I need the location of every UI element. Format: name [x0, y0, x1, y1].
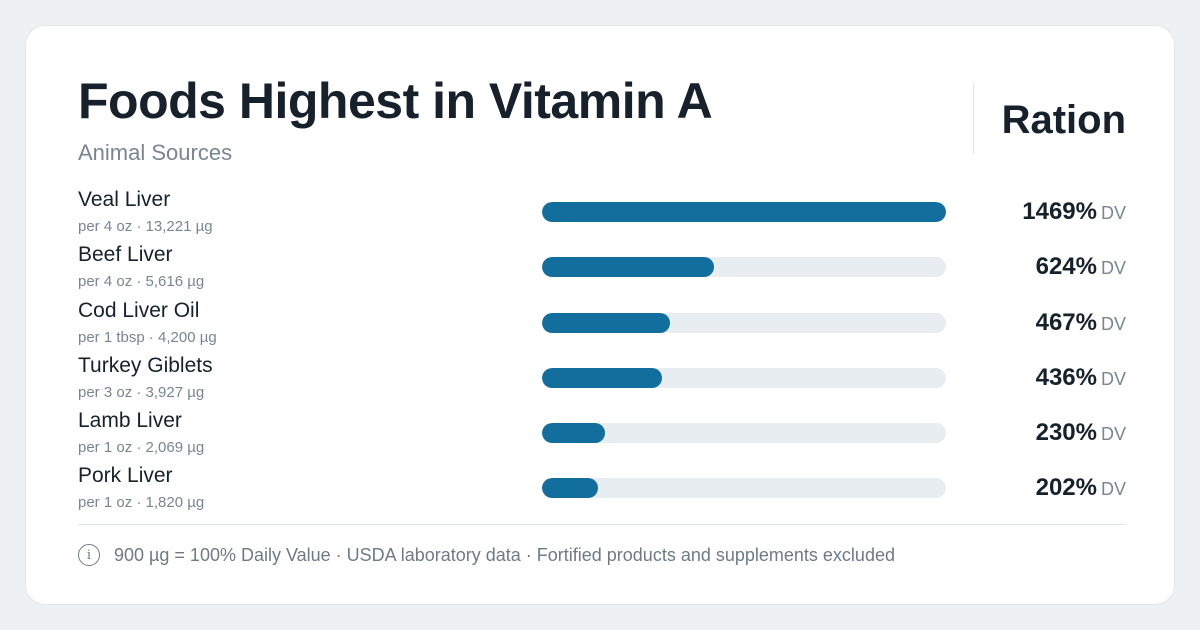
bar	[542, 312, 671, 333]
value-percent: 624%	[1035, 253, 1097, 281]
value-unit: DV	[1100, 258, 1126, 279]
bar	[542, 257, 714, 278]
value-unit: DV	[1100, 313, 1126, 334]
bar-track	[542, 257, 946, 278]
footnote: 900 µg = 100% Daily Value · USDA laborat…	[114, 544, 895, 565]
bar-row: Turkey Giblets per 3 oz · 3,927 µg 436% DV	[78, 350, 1126, 405]
category-label: Veal Liver	[78, 188, 171, 211]
value-unit: DV	[1100, 203, 1126, 223]
bar-row: Cod Liver Oil per 1 tbsp · 4,200 µg 467% DV	[78, 295, 1126, 350]
value-percent: 1469%	[1022, 198, 1097, 225]
value-unit: DV	[1100, 479, 1126, 500]
data-label: 436% DV	[1036, 364, 1126, 392]
value-percent: 467%	[1035, 308, 1097, 336]
serving-detail: per 4 oz · 13,221 µg	[78, 218, 213, 235]
bar-track	[542, 312, 946, 333]
category-label: Beef Liver	[78, 243, 173, 267]
bar	[542, 202, 946, 222]
data-label: 1469% DV	[1022, 198, 1126, 226]
value-percent: 436%	[1035, 363, 1097, 391]
page-subtitle: Animal Sources	[78, 140, 233, 165]
value-unit: DV	[1100, 368, 1126, 389]
value-percent: 202%	[1035, 474, 1097, 502]
serving-detail: per 1 oz · 1,820 µg	[78, 494, 205, 512]
serving-detail: per 4 oz · 5,616 µg	[78, 273, 205, 291]
bar-track	[542, 202, 946, 222]
brand-logo: Ration	[1001, 98, 1126, 142]
bar-track	[542, 423, 946, 444]
bar	[542, 478, 598, 499]
info-icon: i	[78, 544, 100, 566]
value-unit: DV	[1100, 424, 1126, 445]
category-label: Lamb Liver	[78, 409, 182, 433]
bar	[542, 423, 606, 444]
data-label: 202% DV	[1036, 474, 1126, 502]
bar-row: Beef Liver per 4 oz · 5,616 µg 624% DV	[78, 239, 1126, 294]
category-label: Cod Liver Oil	[78, 298, 200, 322]
data-label: 624% DV	[1036, 253, 1126, 281]
bar-chart: Veal Liver per 4 oz · 13,221 µg 1469% DV Bee…	[78, 184, 1126, 516]
footer: i 900 µg = 100% Daily Value · USDA labor…	[78, 544, 895, 566]
chart-card: Foods Highest in Vitamin A Animal Source…	[25, 25, 1175, 605]
footer-divider	[78, 524, 1126, 525]
category-label: Turkey Giblets	[78, 353, 213, 377]
serving-detail: per 1 oz · 2,069 µg	[78, 439, 205, 457]
data-label: 467% DV	[1036, 309, 1126, 337]
bar	[542, 367, 662, 388]
bar-row: Lamb Liver per 1 oz · 2,069 µg 230% DV	[78, 405, 1126, 460]
serving-detail: per 3 oz · 3,927 µg	[78, 383, 205, 401]
bar-row: Veal Liver per 4 oz · 13,221 µg 1469% DV	[78, 184, 1126, 239]
bar-track	[542, 478, 946, 499]
data-label: 230% DV	[1036, 419, 1126, 447]
serving-detail: per 1 tbsp · 4,200 µg	[78, 328, 217, 346]
page-title: Foods Highest in Vitamin A	[78, 73, 713, 129]
header-divider	[973, 82, 974, 154]
bar-row: Pork Liver per 1 oz · 1,820 µg 202% DV	[78, 460, 1126, 515]
category-label: Pork Liver	[78, 464, 173, 488]
bar-track	[542, 367, 946, 388]
value-percent: 230%	[1035, 419, 1097, 447]
